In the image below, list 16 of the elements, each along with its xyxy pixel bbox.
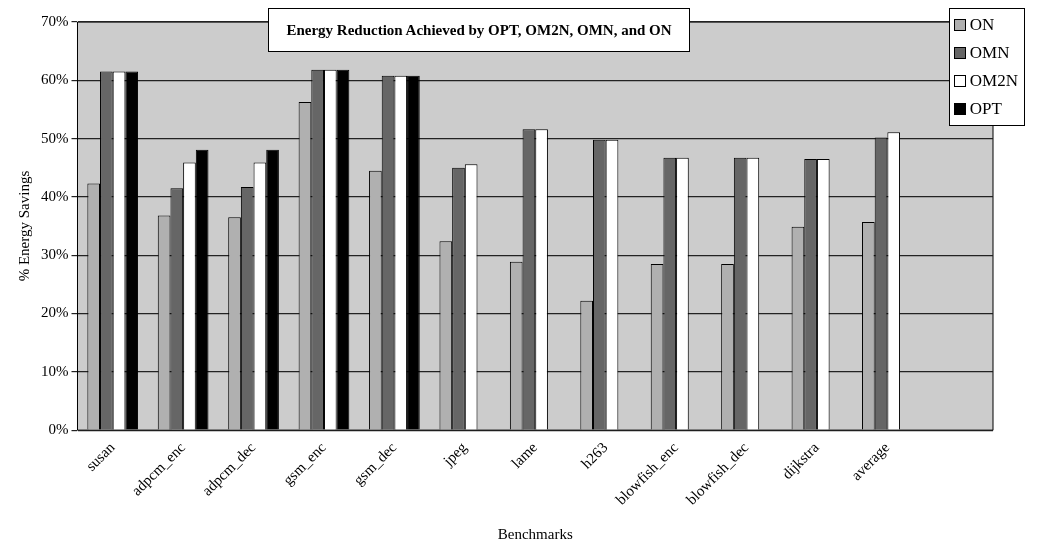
legend-label: OM2N <box>969 70 1018 92</box>
legend-label: OMN <box>969 42 1010 64</box>
y-tick-label: 10% <box>41 362 69 379</box>
y-tick-label: 50% <box>41 129 69 146</box>
legend-label: ON <box>969 14 995 36</box>
y-tick-label: 20% <box>41 304 69 321</box>
legend-label: OPT <box>969 98 1002 120</box>
x-tick-label: lame <box>508 438 541 472</box>
y-tick-label: 30% <box>41 246 69 263</box>
y-tick-label: 60% <box>41 71 69 88</box>
y-tick-label: 40% <box>41 187 69 204</box>
chart-title: Energy Reduction Achieved by OPT, OM2N, OMN, and ON <box>268 8 690 52</box>
x-axis-title: Benchmarks <box>497 525 573 542</box>
y-tick-label: 0% <box>48 421 69 438</box>
y-tick-label: 70% <box>41 12 69 29</box>
y-axis-title: % Energy Savings <box>15 170 32 282</box>
